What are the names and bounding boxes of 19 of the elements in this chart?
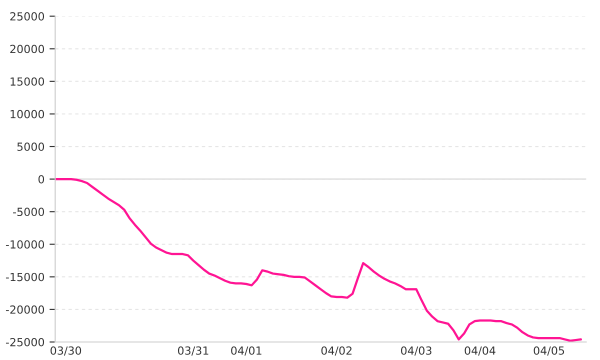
x-tick-label: 04/01 — [231, 346, 262, 356]
y-tick-label: 0 — [38, 175, 44, 184]
x-tick-label: 03/31 — [178, 346, 208, 356]
y-tick-label: 5000 — [17, 142, 44, 151]
line-series — [55, 178, 582, 342]
x-tick-label: 03/30 — [50, 346, 82, 356]
y-tick-label: 10000 — [10, 110, 44, 118]
y-tick-label: -20000 — [6, 305, 44, 314]
y-tick-label: -25000 — [6, 338, 44, 346]
x-tick-label: 04/03 — [401, 346, 432, 356]
x-tick-label: 04/05 — [534, 346, 564, 356]
y-tick-label: -10000 — [6, 240, 44, 249]
y-tick-label: -5000 — [13, 208, 44, 216]
x-tick-label: 04/04 — [464, 346, 496, 356]
y-tick-label: 25000 — [10, 12, 44, 21]
y-tick-label: -15000 — [6, 272, 44, 282]
x-tick-label: 04/02 — [321, 346, 352, 356]
y-tick-label: 20000 — [10, 44, 44, 54]
y-tick-label: 15000 — [10, 77, 44, 86]
